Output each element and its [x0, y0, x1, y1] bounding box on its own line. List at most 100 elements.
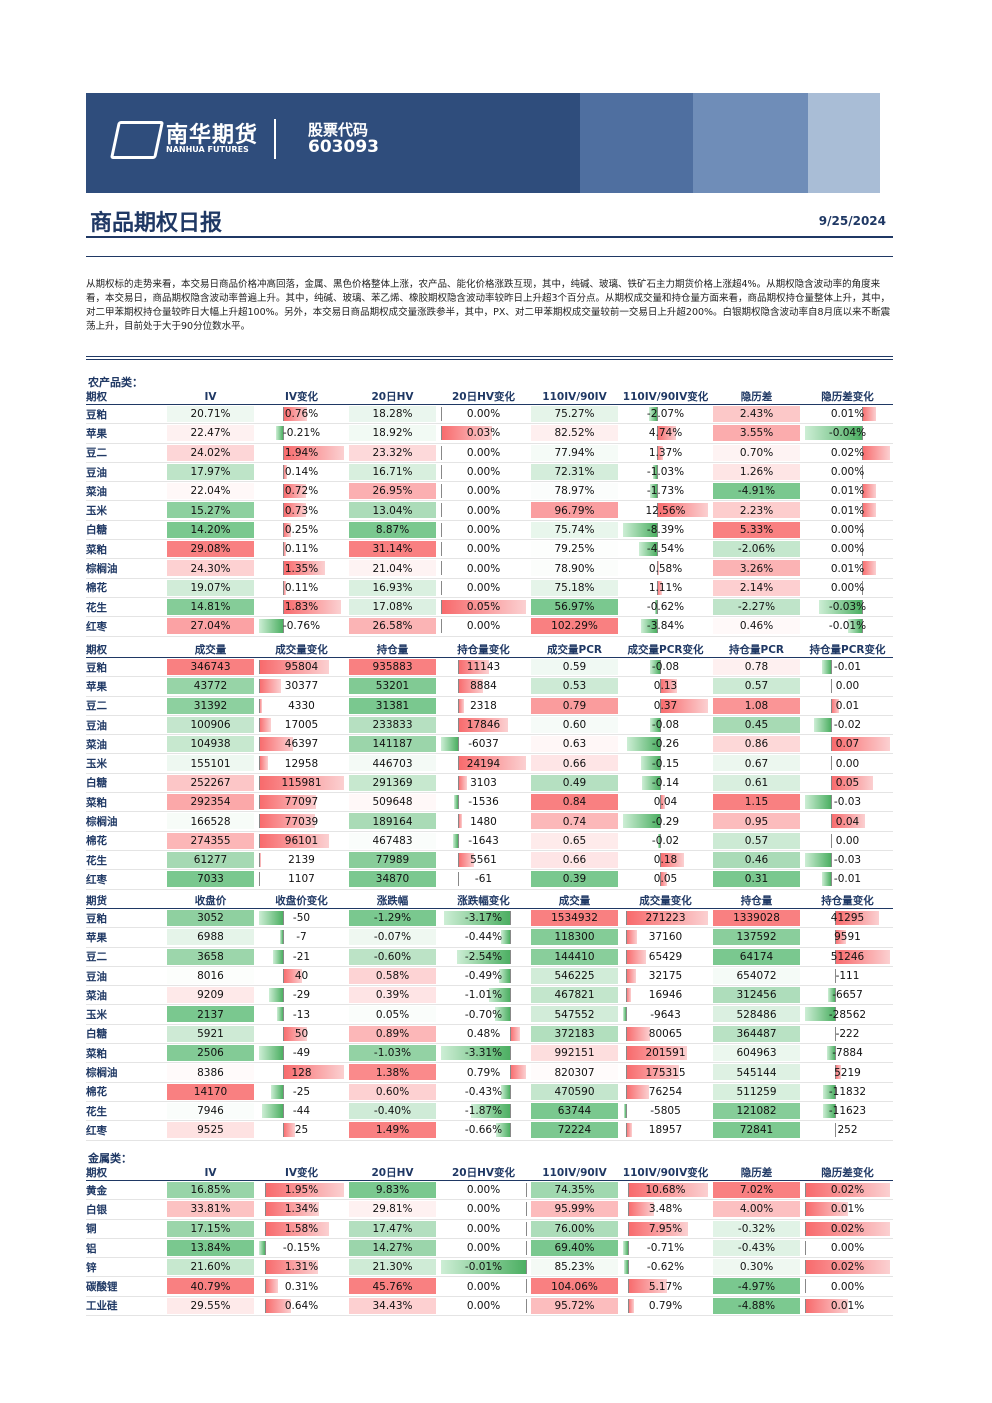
- row-label-text: 豆粕: [86, 661, 107, 674]
- cell: 16.93%: [347, 578, 438, 598]
- bar-axis: [441, 484, 442, 499]
- cell: 16.71%: [347, 462, 438, 483]
- cell: 0.37: [620, 696, 711, 716]
- rule: [86, 236, 893, 238]
- cell: 76.00%: [529, 1219, 620, 1239]
- cell: 0.00%: [438, 500, 529, 521]
- bar-axis: [830, 660, 832, 674]
- bar-axis: [861, 503, 863, 518]
- cell-value: 17.08%: [372, 601, 413, 614]
- bar-axis: [861, 484, 863, 499]
- cell-value: 15.27%: [190, 504, 231, 517]
- cell: 0.60%: [347, 1082, 438, 1102]
- row-label-text: 红枣: [86, 873, 107, 886]
- cell: -3.84%: [620, 616, 711, 637]
- cell: -0.08: [620, 715, 711, 736]
- cell-value: -3.17%: [464, 912, 503, 925]
- heat-cell: [167, 502, 254, 519]
- cell-value: -4.91%: [737, 485, 776, 498]
- row-label-text: 菜粕: [86, 1047, 107, 1060]
- data-bar: [847, 619, 862, 634]
- cell: 0.00%: [438, 1238, 529, 1259]
- cell: 77039: [256, 811, 347, 832]
- heat-cell: [167, 697, 254, 714]
- cell-value: 9.83%: [375, 1184, 410, 1197]
- heat-cell: [167, 1278, 254, 1295]
- bar-axis: [509, 968, 511, 983]
- cell: 25: [256, 1120, 347, 1141]
- cell-value: 37160: [648, 931, 683, 944]
- cell: 0.74: [529, 811, 620, 832]
- bar-axis: [625, 968, 627, 983]
- data-bar: [822, 660, 831, 674]
- data-bar: [457, 775, 467, 790]
- bar-axis: [805, 1279, 806, 1294]
- cell-value: 0.73%: [284, 504, 319, 517]
- cell: 51246: [802, 947, 893, 967]
- heat-cell: [349, 1102, 436, 1119]
- cell: 40.79%: [165, 1276, 256, 1297]
- cell-value: 0.00%: [466, 408, 501, 421]
- cell: -0.76%: [256, 616, 347, 637]
- heat-cell: [713, 1220, 800, 1237]
- column-header: 持仓量PCR: [711, 642, 802, 658]
- data-bar: [457, 698, 465, 713]
- bar-axis: [835, 1007, 837, 1022]
- bar-axis: [861, 445, 863, 460]
- data-row: 花生 61277 2139 77989 5561 0.66 0.18 0.46 -0.03: [86, 850, 893, 871]
- heat-cell: [531, 774, 618, 791]
- heat-cell: [349, 1025, 436, 1042]
- cell-value: 0.04: [835, 815, 860, 828]
- cell: 0.30%: [711, 1257, 802, 1278]
- cell: 56.97%: [529, 597, 620, 618]
- cell-value: 0.60%: [375, 1085, 410, 1098]
- data-bar: [453, 833, 458, 848]
- cell-value: -7: [296, 931, 307, 944]
- bar-axis: [282, 426, 284, 441]
- cell-value: 0.00: [835, 834, 860, 847]
- row-label: 棉花: [86, 831, 165, 851]
- row-label: 玉米: [86, 753, 165, 774]
- cell-value: 0.46: [744, 854, 769, 867]
- cell: 0.03%: [438, 423, 529, 444]
- data-bar: [441, 737, 458, 752]
- bar-axis: [830, 756, 832, 771]
- column-header: 20日HV: [347, 1165, 438, 1181]
- heat-cell: [713, 521, 800, 538]
- cell-value: 72841: [739, 1124, 774, 1137]
- bar-axis: [441, 619, 442, 634]
- data-bar: [276, 426, 283, 441]
- cell-value: 0.00%: [466, 466, 501, 479]
- cell-value: -13: [292, 1008, 311, 1021]
- row-label-text: 玉米: [86, 758, 107, 771]
- bar-axis: [657, 542, 659, 557]
- data-bar: [805, 1202, 848, 1217]
- heat-cell: [349, 1297, 436, 1314]
- data-bar: [830, 814, 865, 829]
- cell-value: -9643: [650, 1008, 681, 1021]
- data-bar: [279, 930, 283, 945]
- row-label: 苹果: [86, 423, 165, 444]
- cell-value: 75.18%: [554, 581, 595, 594]
- cell: -0.32%: [711, 1219, 802, 1239]
- cell: 14.27%: [347, 1238, 438, 1259]
- cell-value: 24.02%: [190, 446, 231, 459]
- cell-value: 9591: [834, 931, 861, 944]
- heat-cell: [167, 736, 254, 753]
- rule: [86, 356, 893, 357]
- cell: 545144: [711, 1062, 802, 1083]
- heat-cell: [167, 1102, 254, 1119]
- heat-cell: [713, 678, 800, 695]
- cell-value: 2.23%: [739, 504, 774, 517]
- section-label: 金属类：: [88, 1152, 132, 1165]
- cell-value: 17.15%: [190, 1222, 231, 1235]
- cell-value: -0.01: [833, 661, 862, 674]
- cell-value: 0.53: [562, 680, 587, 693]
- cell-value: 4330: [288, 699, 315, 712]
- data-bar: [282, 1065, 344, 1080]
- cell: 32175: [620, 966, 711, 987]
- cell-value: 0.95: [744, 815, 769, 828]
- bar-axis: [805, 1298, 806, 1313]
- cell-value: 0.00%: [466, 446, 501, 459]
- bar-axis: [259, 795, 260, 810]
